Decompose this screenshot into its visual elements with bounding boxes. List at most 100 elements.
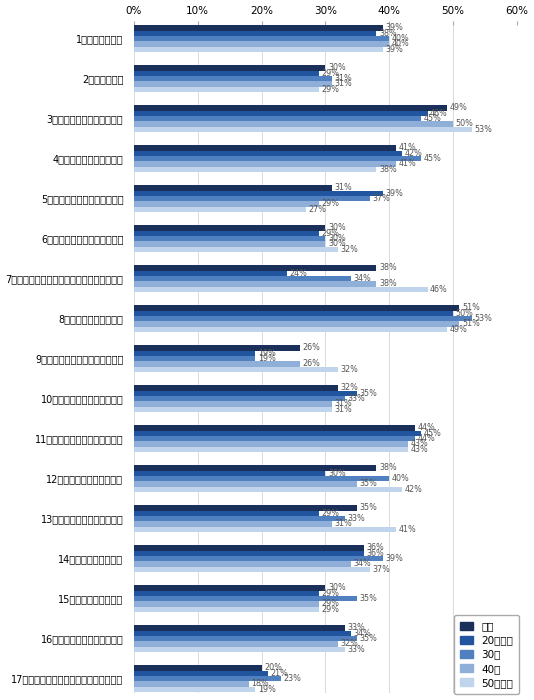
Text: 26%: 26%	[302, 344, 320, 352]
Text: 36%: 36%	[366, 549, 384, 558]
Text: 38%: 38%	[379, 279, 397, 288]
Bar	[134, 281, 376, 286]
Bar	[134, 186, 332, 190]
Text: 27%: 27%	[309, 205, 327, 214]
Text: 43%: 43%	[411, 440, 429, 449]
Bar	[134, 631, 351, 636]
Text: 32%: 32%	[341, 384, 359, 393]
Text: 29%: 29%	[321, 229, 340, 238]
Text: 30%: 30%	[328, 234, 345, 243]
Text: 29%: 29%	[321, 199, 340, 209]
Text: 38%: 38%	[379, 463, 397, 473]
Bar	[134, 666, 262, 671]
Text: 33%: 33%	[347, 645, 365, 654]
Bar	[134, 367, 338, 372]
Text: 32%: 32%	[341, 245, 359, 254]
Bar	[134, 385, 338, 391]
Text: 50%: 50%	[456, 120, 474, 128]
Text: 31%: 31%	[334, 74, 352, 83]
Text: 43%: 43%	[411, 444, 429, 454]
Text: 49%: 49%	[449, 104, 467, 113]
Text: 51%: 51%	[462, 319, 480, 328]
Bar	[134, 231, 319, 236]
Bar	[134, 36, 389, 41]
Bar	[134, 556, 383, 561]
Text: 42%: 42%	[405, 149, 422, 158]
Bar	[134, 71, 319, 76]
Text: 41%: 41%	[398, 160, 416, 169]
Text: 30%: 30%	[328, 469, 345, 478]
Text: 29%: 29%	[321, 599, 340, 608]
Bar	[134, 585, 325, 591]
Text: 31%: 31%	[334, 183, 352, 192]
Text: 32%: 32%	[341, 640, 359, 648]
Text: 33%: 33%	[347, 514, 365, 523]
Text: 39%: 39%	[386, 23, 403, 32]
Text: 53%: 53%	[475, 125, 493, 134]
Bar	[134, 356, 255, 361]
Bar	[134, 687, 255, 692]
Bar	[134, 441, 409, 447]
Text: 29%: 29%	[321, 85, 340, 94]
Bar	[134, 76, 332, 81]
Text: 44%: 44%	[418, 434, 435, 443]
Text: 19%: 19%	[258, 354, 276, 363]
Bar	[134, 401, 332, 407]
Bar	[134, 426, 415, 430]
Text: 38%: 38%	[379, 263, 397, 272]
Text: 38%: 38%	[379, 29, 397, 38]
Text: 37%: 37%	[373, 194, 390, 203]
Bar	[134, 545, 364, 551]
Bar	[134, 625, 344, 631]
Bar	[134, 430, 421, 436]
Text: 19%: 19%	[258, 349, 276, 358]
Bar	[134, 156, 421, 161]
Text: 46%: 46%	[430, 285, 448, 294]
Bar	[134, 641, 338, 647]
Text: 30%: 30%	[328, 239, 345, 248]
Bar	[134, 327, 447, 332]
Bar	[134, 671, 268, 676]
Bar	[134, 111, 428, 116]
Bar	[134, 676, 281, 681]
Bar	[134, 190, 383, 196]
Text: 24%: 24%	[289, 269, 308, 278]
Text: 32%: 32%	[341, 365, 359, 374]
Bar	[134, 561, 351, 566]
Text: 38%: 38%	[379, 164, 397, 174]
Text: 31%: 31%	[334, 519, 352, 528]
Bar	[134, 601, 319, 607]
Bar	[134, 591, 319, 596]
Text: 34%: 34%	[354, 559, 371, 568]
Text: 35%: 35%	[360, 503, 378, 512]
Bar	[134, 551, 364, 556]
Text: 33%: 33%	[347, 624, 365, 633]
Bar	[134, 127, 472, 132]
Text: 35%: 35%	[360, 480, 378, 489]
Bar	[134, 526, 396, 532]
Bar	[134, 351, 255, 356]
Bar	[134, 436, 415, 441]
Bar	[134, 647, 344, 652]
Text: 46%: 46%	[430, 108, 448, 118]
Bar	[134, 681, 249, 687]
Bar	[134, 236, 325, 241]
Text: 35%: 35%	[360, 594, 378, 603]
Bar	[134, 41, 389, 46]
Bar	[134, 321, 459, 327]
Bar	[134, 150, 402, 156]
Text: 39%: 39%	[386, 45, 403, 54]
Text: 29%: 29%	[321, 509, 340, 518]
Text: 33%: 33%	[347, 394, 365, 403]
Text: 23%: 23%	[283, 674, 301, 683]
Bar	[134, 246, 338, 252]
Bar	[134, 161, 396, 167]
Bar	[134, 476, 389, 481]
Bar	[134, 505, 357, 510]
Bar	[134, 470, 325, 476]
Bar	[134, 31, 376, 36]
Bar	[134, 567, 370, 572]
Bar	[134, 271, 287, 276]
Bar	[134, 396, 344, 401]
Text: 30%: 30%	[328, 223, 345, 232]
